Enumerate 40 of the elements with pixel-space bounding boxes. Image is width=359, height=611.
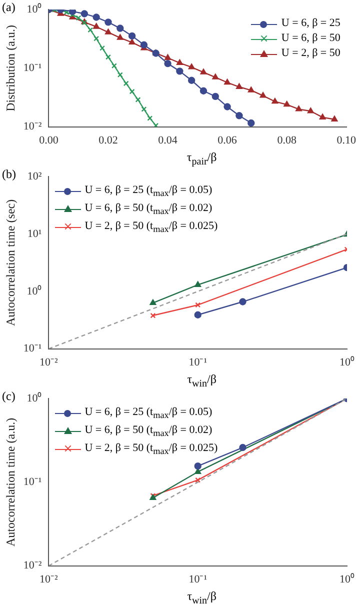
legend-label: U = 6, β = 25: [281, 16, 340, 29]
x-tick-label: 10⁰: [340, 572, 354, 586]
legend-label: U = 2, β = 50 (t$_{max}$/β = 0.025): [84, 220, 218, 234]
legend-label: U = 2, β = 50 (t$_{max}$/β = 0.025): [84, 442, 218, 456]
x-tick-label: 10⁻²: [40, 573, 59, 586]
y-tick-label: 10⁰: [26, 2, 42, 16]
x-tick-label: 10⁻¹: [188, 573, 208, 586]
y-axis-title: Autocorrelation time (sec): [3, 199, 18, 326]
y-tick-label: 10⁻¹: [23, 342, 42, 355]
x-axis-title: τ$_{win}$/β: [186, 372, 218, 390]
x-tick-label: 0.02: [98, 134, 118, 146]
y-axis-title: Autocorrelation time (a.u.): [3, 418, 18, 547]
x-tick-label: 0.08: [277, 134, 297, 146]
legend-label: U = 6, β = 50: [281, 32, 340, 44]
y-tick-label: 10⁻²: [23, 120, 42, 133]
y-tick-label: 10¹: [27, 228, 42, 240]
x-tick-label: 0.04: [158, 134, 178, 146]
legend-label: U = 6, β = 25 (t$_{max}$/β = 0.05): [84, 184, 212, 198]
x-tick-label: 10⁰: [340, 355, 354, 368]
x-tick-label: 10⁻¹: [188, 356, 208, 368]
x-tick-label: 0.00: [39, 134, 59, 146]
x-axis-title: τ$_{win}$/β: [186, 589, 218, 606]
x-tick-label: 10⁻²: [40, 356, 59, 368]
chart-title: (a): [2, 0, 16, 15]
x-axis-title: τ$_{pair}$/β: [186, 150, 218, 168]
legend-label: U = 6, β = 50 (t$_{max}$/β = 0.02): [84, 202, 212, 216]
x-tick-label: 0.10: [336, 134, 356, 146]
legend-label: U = 6, β = 25 (t$_{max}$/β = 0.05): [84, 406, 212, 420]
y-axis-title: Distribution (a.u.): [3, 25, 18, 112]
y-tick-label: 10⁻¹: [23, 62, 42, 74]
y-tick-label: 10⁰: [26, 391, 42, 404]
legend-label: U = 2, β = 50: [281, 46, 340, 59]
legend-label: U = 6, β = 50 (t$_{max}$/β = 0.02): [84, 424, 212, 438]
chart-title: (c): [2, 389, 16, 404]
y-tick-label: 10⁻¹: [23, 476, 42, 488]
y-tick-label: 10²: [27, 170, 42, 182]
x-tick-label: 0.06: [218, 134, 238, 146]
y-tick-label: 10⁻²: [23, 560, 42, 572]
y-tick-label: 10⁰: [26, 284, 42, 298]
chart-title: (b): [2, 167, 16, 182]
